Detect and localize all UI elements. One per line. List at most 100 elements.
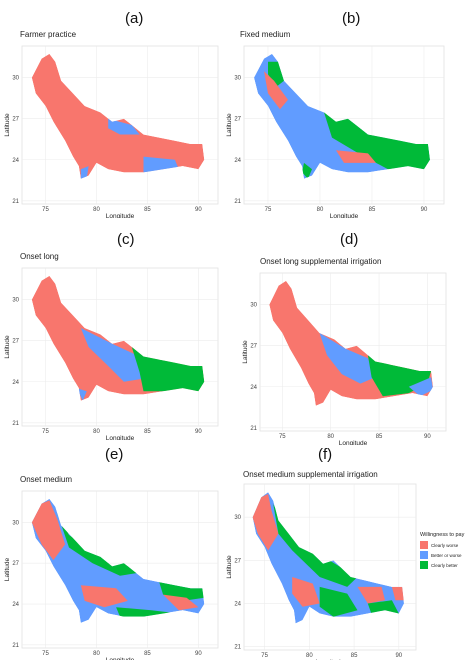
panel-title-b: Fixed medium (240, 30, 291, 39)
region-clearly-worse (336, 150, 376, 163)
map-panel-d: 75 80 85 90 30 27 24 21 Longitude Latitude (242, 272, 447, 445)
y-tick-label: 30 (250, 303, 257, 309)
x-axis-title: Longitude (330, 213, 359, 218)
region-clearly-worse (80, 585, 128, 608)
y-tick-label: 24 (234, 602, 241, 608)
region-clearly-worse (391, 586, 404, 601)
panel-letter-e: (e) (105, 446, 124, 463)
panel-title-a: Farmer practice (20, 30, 77, 39)
legend-swatch-clearly-better (420, 561, 428, 569)
x-tick-label: 90 (195, 207, 202, 213)
y-tick-label: 24 (12, 380, 19, 386)
y-tick-label: 27 (250, 344, 257, 350)
region-clearly-better (273, 503, 358, 587)
legend-swatch-clearly-worse (420, 541, 428, 549)
panel-letter-c: (c) (117, 231, 135, 248)
x-tick-label: 75 (279, 434, 286, 440)
legend: Willingness to pay Clearly worse Better … (420, 532, 472, 571)
y-tick-label: 24 (234, 158, 241, 164)
y-tick-label: 30 (12, 298, 19, 304)
y-tick-label: 27 (12, 561, 19, 567)
map-region (252, 492, 404, 624)
y-tick-label: 27 (12, 339, 19, 345)
panel-title-e: Onset medium (20, 475, 73, 484)
x-tick-label: 80 (327, 434, 334, 440)
x-tick-label: 85 (144, 429, 151, 435)
x-tick-label: 80 (93, 429, 100, 435)
y-tick-label: 21 (234, 199, 241, 205)
x-tick-label: 80 (306, 653, 313, 659)
x-tick-label: 80 (93, 207, 100, 213)
y-tick-label: 27 (12, 117, 19, 123)
y-axis-title: Latitude (242, 340, 249, 364)
region-base-better-or-worse (31, 498, 205, 623)
x-tick-label: 90 (421, 207, 428, 213)
map-region (31, 275, 205, 401)
x-tick-label: 85 (369, 207, 376, 213)
y-tick-label: 21 (12, 421, 19, 427)
region-better-or-worse (108, 118, 140, 135)
y-axis-title: Latitude (226, 555, 233, 579)
panel-title-c: Onset long (20, 252, 59, 261)
x-tick-label: 90 (195, 651, 202, 657)
y-tick-label: 24 (250, 385, 257, 391)
y-tick-label: 27 (234, 117, 241, 123)
y-tick-label: 21 (12, 199, 19, 205)
y-tick-label: 21 (250, 426, 257, 432)
x-tick-label: 80 (93, 651, 100, 657)
region-clearly-better (367, 600, 399, 614)
map-panel-e: 75 80 85 90 30 27 24 21 Longitude Latitude (4, 490, 219, 660)
y-tick-label: 24 (12, 158, 19, 164)
y-tick-label: 24 (12, 602, 19, 608)
y-axis-title: Latitude (4, 113, 11, 137)
panel-letter-a: (a) (125, 10, 144, 27)
x-tick-label: 75 (42, 651, 49, 657)
x-axis-title: Longitude (106, 435, 135, 440)
x-tick-label: 75 (42, 207, 49, 213)
y-tick-label: 21 (234, 645, 241, 651)
y-tick-label: 27 (234, 558, 241, 564)
region-clearly-better (57, 513, 140, 576)
panel-letter-b: (b) (342, 10, 361, 27)
legend-item-better-or-worse: Better or worse (420, 551, 472, 559)
panel-title-f: Onset medium supplemental irrigation (243, 470, 378, 479)
region-clearly-better (131, 347, 205, 392)
x-tick-label: 90 (424, 434, 431, 440)
region-better-or-worse (80, 166, 89, 179)
x-axis-title: Longitude (339, 440, 368, 445)
x-axis-title: Longitude (106, 213, 135, 218)
region-clearly-worse (357, 586, 385, 604)
legend-label: Better or worse (431, 552, 462, 558)
map-region (31, 498, 205, 623)
x-tick-label: 85 (144, 651, 151, 657)
region-clearly-worse (163, 594, 199, 611)
x-tick-label: 75 (265, 207, 272, 213)
panel-letter-d: (d) (340, 231, 359, 248)
y-tick-label: 30 (234, 515, 241, 521)
y-axis-title: Latitude (4, 335, 11, 359)
x-tick-label: 85 (144, 207, 151, 213)
region-clearly-worse (252, 494, 279, 551)
region-clearly-better (302, 162, 312, 179)
y-tick-label: 30 (234, 76, 241, 82)
y-tick-label: 30 (12, 76, 19, 82)
region-better-or-worse (408, 377, 433, 397)
x-tick-label: 85 (351, 653, 358, 659)
x-tick-label: 90 (195, 429, 202, 435)
region-clearly-better (268, 61, 284, 88)
legend-label: Clearly better (431, 562, 458, 568)
legend-item-clearly-worse: Clearly worse (420, 541, 472, 549)
legend-item-clearly-better: Clearly better (420, 561, 472, 569)
x-tick-label: 80 (317, 207, 324, 213)
map-panel-b: 75 80 85 90 30 27 24 21 Longitude Latitude (226, 45, 445, 218)
legend-label: Clearly worse (431, 542, 459, 548)
map-region (269, 280, 433, 406)
y-axis-title: Latitude (4, 558, 11, 582)
panel-title-d: Onset long supplemental irrigation (260, 257, 382, 266)
x-tick-label: 85 (376, 434, 383, 440)
region-clearly-better (319, 586, 358, 617)
y-tick-label: 21 (12, 643, 19, 649)
region-better-or-worse (80, 328, 144, 382)
region-clearly-worse (264, 71, 288, 110)
